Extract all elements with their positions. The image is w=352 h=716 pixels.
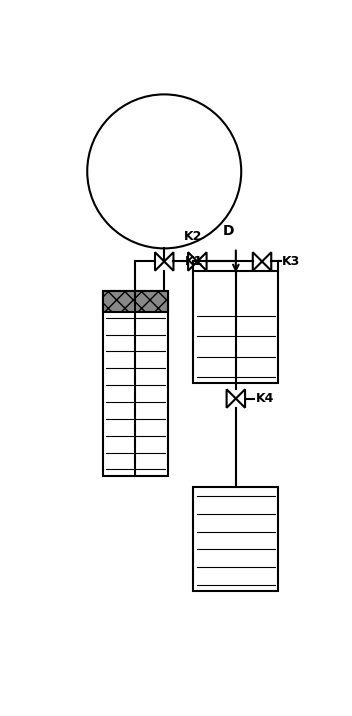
Bar	[103, 291, 168, 312]
Bar	[194, 487, 278, 591]
Text: K1: K1	[184, 255, 203, 268]
Text: D: D	[222, 224, 234, 238]
Text: K4: K4	[256, 392, 275, 405]
Bar	[103, 291, 168, 475]
Bar	[194, 271, 278, 383]
Text: K3: K3	[282, 255, 301, 268]
Text: K2: K2	[183, 230, 202, 243]
